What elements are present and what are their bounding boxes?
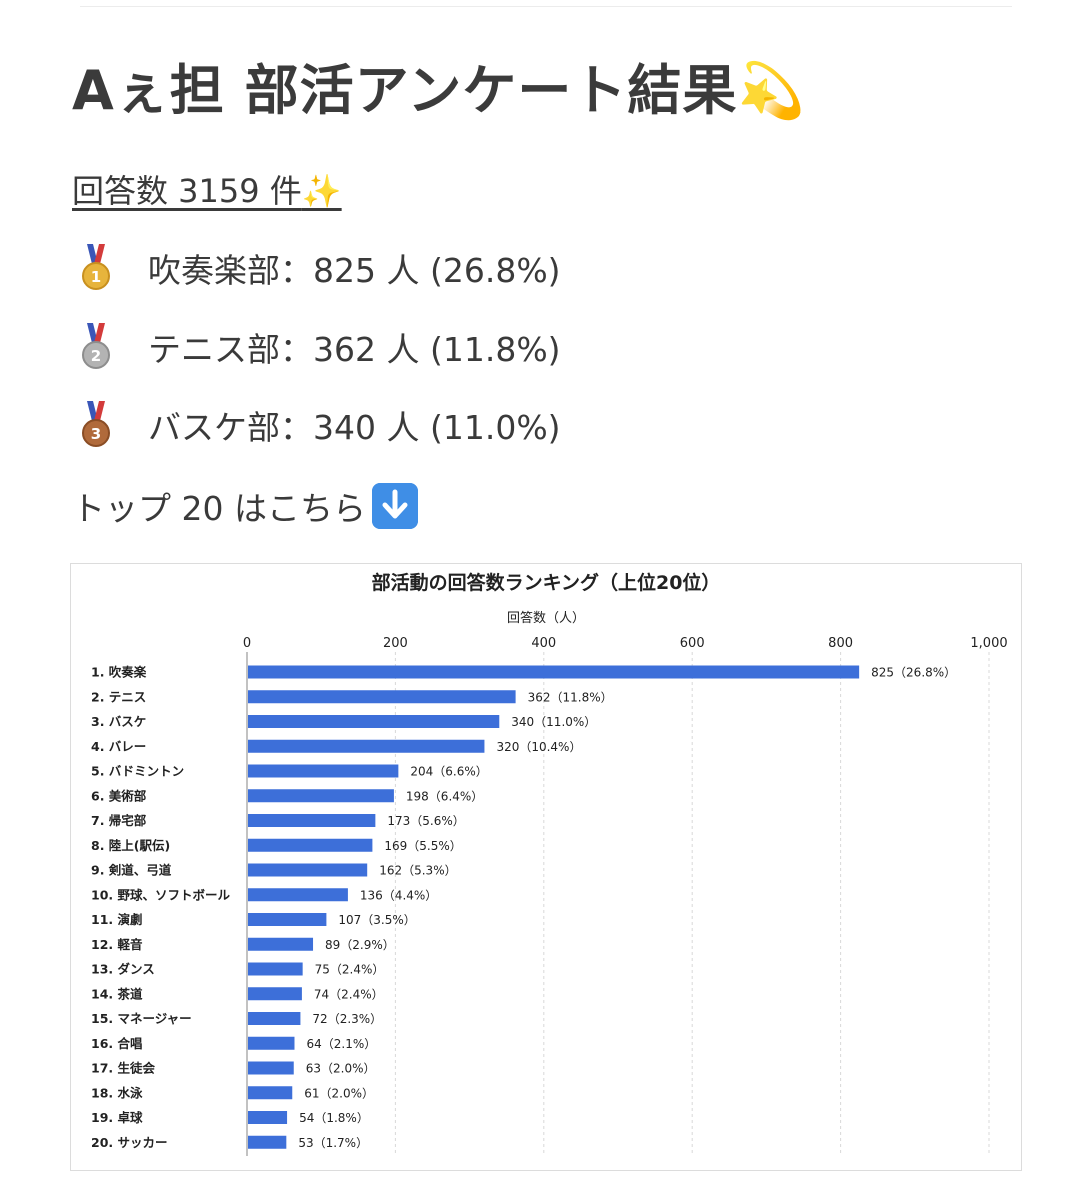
dizzy-star-icon: 💫: [737, 59, 806, 122]
medal-number: 2: [91, 347, 101, 365]
bar: [248, 987, 302, 1001]
bar: [248, 863, 368, 877]
category-label: 19. 卓球: [91, 1110, 143, 1125]
category-label: 17. 生徒会: [91, 1061, 155, 1076]
data-label: 173（5.6%）: [387, 814, 464, 828]
bar: [248, 962, 303, 976]
gold-medal-icon: 1: [82, 244, 110, 290]
bar: [248, 1135, 287, 1149]
data-label: 825（26.8%）: [871, 666, 956, 680]
category-label: 18. 水泳: [91, 1085, 143, 1100]
x-tick-label: 800: [828, 636, 853, 651]
x-tick-label: 200: [383, 636, 408, 651]
category-label: 20. サッカー: [91, 1135, 168, 1150]
category-label: 1. 吹奏楽: [91, 665, 147, 680]
bar: [248, 937, 314, 951]
category-label: 5. バドミントン: [91, 764, 184, 779]
data-label: 136（4.4%）: [360, 888, 437, 902]
category-label: 10. 野球、ソフトボール: [91, 887, 230, 902]
bar: [248, 1012, 301, 1025]
data-label: 169（5.5%）: [384, 839, 461, 853]
bronze-medal-icon: 3: [82, 401, 110, 447]
category-label: 3. バスケ: [91, 714, 146, 729]
top20-caption: トップ 20 はこちら: [72, 482, 418, 530]
category-label: 15. マネージャー: [91, 1011, 192, 1026]
category-label: 13. ダンス: [91, 962, 155, 977]
bar: [248, 814, 376, 827]
chart-title: 部活動の回答数ランキング（上位20位）: [372, 571, 721, 594]
bar: [248, 1111, 288, 1124]
data-label: 64（2.1%）: [306, 1037, 376, 1051]
bar: [248, 789, 394, 803]
data-label: 75（2.4%）: [315, 963, 385, 977]
top-divider: [80, 6, 1012, 7]
bar: [248, 739, 485, 753]
response-count: 回答数 3159 件✨: [72, 172, 342, 210]
category-label: 12. 軽音: [91, 937, 143, 952]
data-label: 72（2.3%）: [312, 1012, 382, 1026]
bar: [248, 690, 516, 704]
category-label: 11. 演劇: [91, 912, 143, 927]
data-label: 162（5.3%）: [379, 864, 456, 878]
data-label: 61（2.0%）: [304, 1086, 374, 1100]
x-tick-label: 400: [531, 636, 556, 651]
data-label: 63（2.0%）: [306, 1062, 376, 1076]
rank-1-row: 1 吹奏楽部：825 人 (26.8%): [80, 244, 561, 292]
data-label: 74（2.4%）: [314, 987, 384, 1001]
x-tick-label: 0: [243, 636, 251, 651]
bar-chart-svg: 部活動の回答数ランキング（上位20位） 回答数（人） 0 200 400 600 800…: [91, 571, 1008, 1156]
bar: [248, 1061, 294, 1075]
bar: [248, 715, 500, 728]
data-label: 340（11.0%）: [511, 715, 596, 729]
rank-3-text: バスケ部：340 人 (11.0%): [148, 408, 561, 447]
bar: [248, 665, 860, 679]
rank-2-text: テニス部：362 人 (11.8%): [148, 330, 561, 369]
rank-2-row: 2 テニス部：362 人 (11.8%): [80, 323, 561, 371]
bar: [248, 888, 348, 902]
data-label: 204（6.6%）: [410, 765, 487, 779]
rank-3-row: 3 バスケ部：340 人 (11.0%): [80, 401, 561, 449]
category-label: 7. 帰宅部: [91, 813, 147, 828]
category-label: 4. バレー: [91, 739, 146, 754]
category-label: 9. 剣道、弓道: [91, 863, 172, 878]
category-label: 16. 合唱: [91, 1036, 143, 1051]
data-label: 362（11.8%）: [528, 690, 613, 704]
medal-number: 1: [91, 268, 101, 286]
page-title: Aぇ担 部活アンケート結果💫: [72, 59, 806, 122]
data-label: 198（6.4%）: [406, 789, 483, 803]
x-tick-label: 1,000: [970, 636, 1007, 651]
x-tick-label: 600: [680, 636, 705, 651]
bar: [248, 913, 327, 926]
data-label: 89（2.9%）: [325, 938, 395, 952]
bar: [248, 1086, 293, 1100]
category-label: 14. 茶道: [91, 986, 143, 1001]
bar: [248, 764, 399, 778]
bar: [248, 1036, 295, 1050]
down-arrow-icon: [371, 483, 418, 529]
x-axis-label: 回答数（人）: [507, 610, 585, 626]
data-label: 107（3.5%）: [338, 913, 415, 927]
rank-1-text: 吹奏楽部：825 人 (26.8%): [148, 251, 561, 290]
medal-number: 3: [91, 425, 101, 443]
category-label: 2. テニス: [91, 689, 146, 704]
bar: [248, 838, 373, 852]
data-label: 54（1.8%）: [299, 1111, 369, 1125]
silver-medal-icon: 2: [82, 323, 110, 369]
data-label: 53（1.7%）: [298, 1136, 368, 1150]
category-label: 8. 陸上(駅伝): [91, 838, 170, 853]
sparkles-icon: ✨: [301, 172, 342, 210]
ranking-chart: 部活動の回答数ランキング（上位20位） 回答数（人） 0 200 400 600 800…: [70, 563, 1022, 1171]
category-label: 6. 美術部: [91, 788, 147, 803]
data-label: 320（10.4%）: [496, 740, 581, 754]
